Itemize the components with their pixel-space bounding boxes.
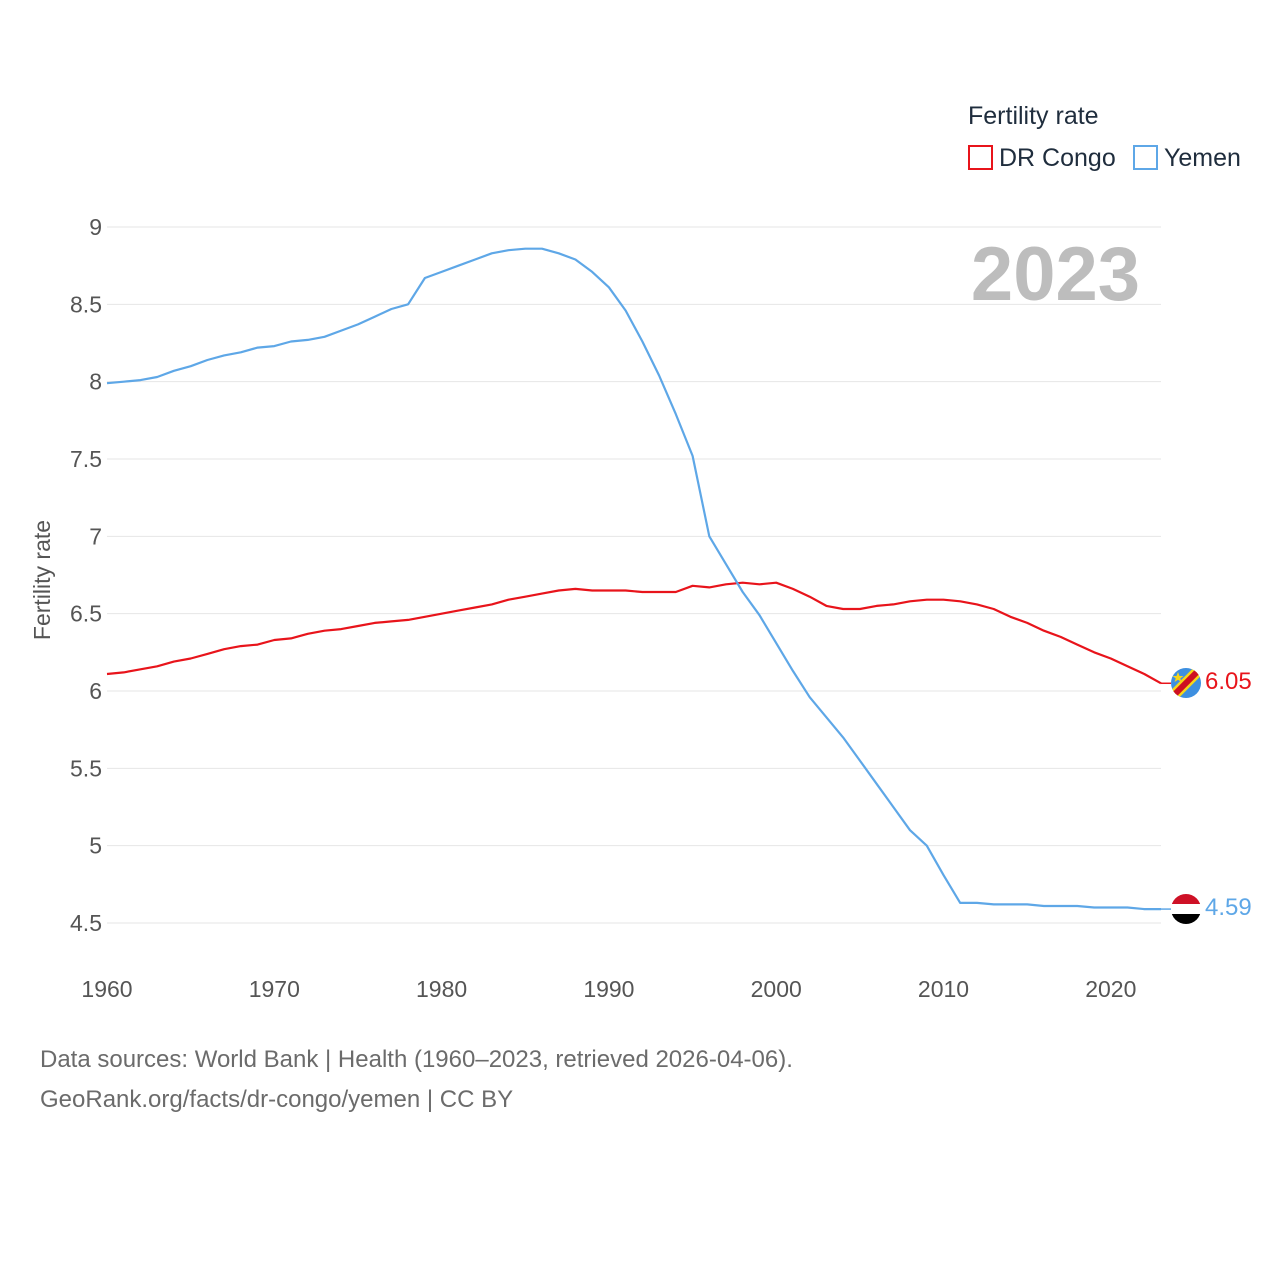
x-tick-label: 1960 (81, 976, 132, 1002)
y-tick-label: 5.5 (70, 755, 102, 781)
x-tick-label: 1980 (416, 976, 467, 1002)
series-line-yemen[interactable] (106, 247, 1161, 911)
y-tick-label: 6.5 (70, 601, 102, 627)
y-tick-label: 8 (89, 369, 102, 395)
footer-link[interactable]: GeoRank.org/facts/dr-congo/yemen | CC BY (40, 1086, 514, 1113)
legend-item-yemen[interactable]: Yemen (1133, 144, 1241, 172)
legend-title: Fertility rate (968, 102, 1099, 130)
x-tick-label: 2000 (751, 976, 802, 1002)
end-label-dr-congo: 6.05 (1205, 668, 1252, 695)
y-tick-label: 8.5 (70, 291, 102, 317)
dr-congo-flag-icon (1171, 668, 1201, 698)
footer: Data sources: World Bank | Health (1960–… (40, 1040, 793, 1120)
x-tick-label: 2020 (1085, 976, 1136, 1002)
legend-label-dr-congo: DR Congo (999, 144, 1116, 172)
legend-label-yemen: Yemen (1164, 144, 1241, 172)
y-tick-label: 4.5 (70, 910, 102, 936)
y-axis-ticks: 4.5 5 5.5 6 6.5 7 7.5 8 8.5 9 (70, 214, 102, 936)
y-tick-label: 5 (89, 833, 102, 859)
y-tick-label: 7.5 (70, 446, 102, 472)
series-line-dr-congo[interactable] (106, 581, 1162, 685)
x-tick-label: 2010 (918, 976, 969, 1002)
x-axis-ticks: 1960 1970 1980 1990 2000 2010 2020 (81, 976, 1136, 1002)
y-axis-title: Fertility rate (29, 520, 55, 640)
yemen-flag-icon (1171, 894, 1201, 924)
legend-item-dr-congo[interactable]: DR Congo (968, 144, 1116, 172)
legend-swatch-yemen (1133, 145, 1158, 170)
y-tick-label: 9 (89, 214, 102, 240)
grid-layer (107, 226, 1161, 924)
footer-sources: Data sources: World Bank | Health (1960–… (40, 1046, 793, 1073)
x-tick-label: 1990 (583, 976, 634, 1002)
y-tick-label: 7 (89, 523, 102, 549)
end-label-yemen: 4.59 (1205, 894, 1252, 921)
legend-swatch-dr-congo (968, 145, 993, 170)
y-tick-label: 6 (89, 678, 102, 704)
year-label: 2023 (971, 232, 1140, 317)
series-layer (106, 247, 1171, 911)
x-tick-label: 1970 (249, 976, 300, 1002)
